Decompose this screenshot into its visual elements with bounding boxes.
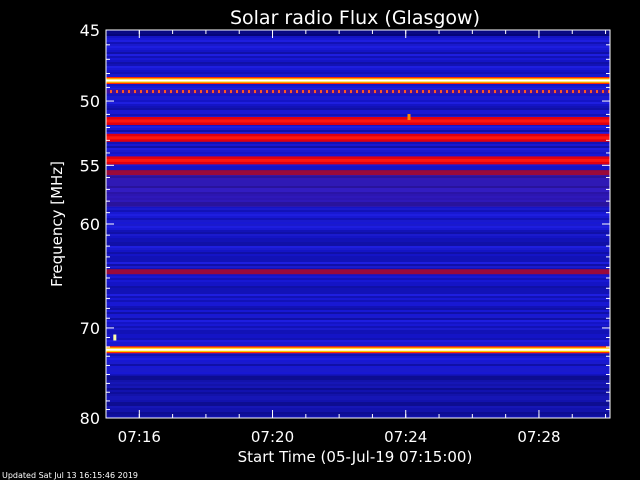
y-axis-label: Frequency [MHz] xyxy=(48,161,66,287)
x-tick-label-07:24: 07:24 xyxy=(384,428,427,446)
y-tick-label-80: 80 xyxy=(80,409,100,428)
band-49.3 xyxy=(110,90,610,94)
frequency-bands xyxy=(106,77,610,354)
y-tick-label-50: 50 xyxy=(80,92,100,111)
band-64.4 xyxy=(106,269,610,275)
band-48.5 xyxy=(106,79,610,82)
y-tick-label-45: 45 xyxy=(80,21,100,40)
band-51.5-core xyxy=(106,119,610,123)
plot-area xyxy=(106,30,610,418)
background-texture xyxy=(106,30,610,418)
x-axis-label: Start Time (05-Jul-19 07:15:00) xyxy=(238,448,473,466)
x-tick-label-07:16: 07:16 xyxy=(118,428,161,446)
y-tick-label-70: 70 xyxy=(80,319,100,338)
y-tick-label-55: 55 xyxy=(80,156,100,175)
x-tick-label-07:20: 07:20 xyxy=(251,428,294,446)
band-72.3 xyxy=(106,348,610,351)
updated-footer: Updated Sat Jul 13 16:15:46 2019 xyxy=(2,471,138,480)
band-55.6 xyxy=(106,170,610,176)
band-54.6-core xyxy=(106,158,610,162)
band-52.8-core xyxy=(106,136,610,140)
axis-ticks: 45 50 55 60 70 80 07:16 07:20 07:24 07:28 xyxy=(80,21,610,446)
burst-annotation-0 xyxy=(407,114,411,121)
chart-title: Solar radio Flux (Glasgow) xyxy=(230,7,480,29)
y-tick-label-60: 60 xyxy=(80,215,100,234)
burst-annotation-1 xyxy=(113,334,117,341)
x-tick-label-07:28: 07:28 xyxy=(517,428,560,446)
